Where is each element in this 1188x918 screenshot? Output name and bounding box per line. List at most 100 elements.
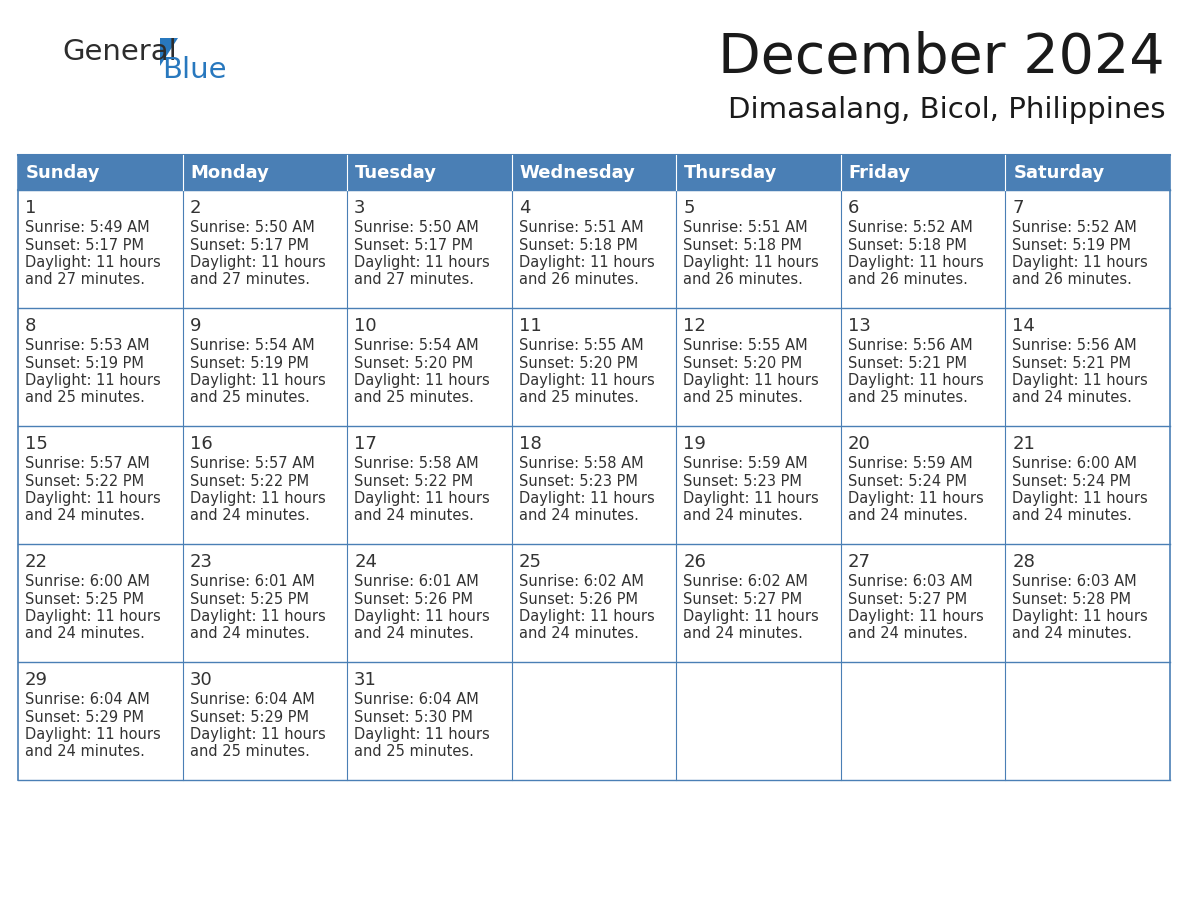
Text: Daylight: 11 hours: Daylight: 11 hours — [25, 609, 160, 624]
Text: Sunset: 5:22 PM: Sunset: 5:22 PM — [354, 474, 473, 488]
Text: 18: 18 — [519, 435, 542, 453]
Text: Sunrise: 6:00 AM: Sunrise: 6:00 AM — [1012, 456, 1137, 471]
Bar — [512, 155, 676, 190]
Text: Sunset: 5:24 PM: Sunset: 5:24 PM — [848, 474, 967, 488]
Text: Sunset: 5:27 PM: Sunset: 5:27 PM — [848, 591, 967, 607]
Text: Sunset: 5:19 PM: Sunset: 5:19 PM — [25, 355, 144, 371]
Text: 2: 2 — [190, 199, 201, 217]
Text: Monday: Monday — [190, 163, 270, 182]
Text: Daylight: 11 hours: Daylight: 11 hours — [25, 373, 160, 388]
Text: Sunrise: 5:53 AM: Sunrise: 5:53 AM — [25, 338, 150, 353]
Text: 22: 22 — [25, 553, 48, 571]
Text: and 24 minutes.: and 24 minutes. — [1012, 626, 1132, 642]
Text: Sunrise: 6:01 AM: Sunrise: 6:01 AM — [354, 574, 479, 589]
Text: 17: 17 — [354, 435, 377, 453]
Text: Sunrise: 5:59 AM: Sunrise: 5:59 AM — [683, 456, 808, 471]
Text: 21: 21 — [1012, 435, 1035, 453]
Text: Sunrise: 5:52 AM: Sunrise: 5:52 AM — [1012, 220, 1137, 235]
Text: 12: 12 — [683, 317, 706, 335]
Text: 14: 14 — [1012, 317, 1035, 335]
Text: Sunrise: 6:02 AM: Sunrise: 6:02 AM — [519, 574, 644, 589]
Text: Sunrise: 6:04 AM: Sunrise: 6:04 AM — [190, 692, 315, 707]
Text: Sunset: 5:21 PM: Sunset: 5:21 PM — [1012, 355, 1131, 371]
Text: 4: 4 — [519, 199, 530, 217]
Text: Daylight: 11 hours: Daylight: 11 hours — [848, 491, 984, 506]
Bar — [676, 155, 841, 190]
Text: Sunrise: 5:54 AM: Sunrise: 5:54 AM — [354, 338, 479, 353]
Text: and 24 minutes.: and 24 minutes. — [25, 744, 145, 759]
Polygon shape — [160, 38, 178, 66]
Text: Daylight: 11 hours: Daylight: 11 hours — [354, 491, 489, 506]
Text: and 25 minutes.: and 25 minutes. — [25, 390, 145, 406]
Bar — [183, 155, 347, 190]
Text: Daylight: 11 hours: Daylight: 11 hours — [25, 727, 160, 742]
Text: 7: 7 — [1012, 199, 1024, 217]
Text: Sunset: 5:25 PM: Sunset: 5:25 PM — [25, 591, 144, 607]
Text: 19: 19 — [683, 435, 706, 453]
Text: Sunset: 5:24 PM: Sunset: 5:24 PM — [1012, 474, 1131, 488]
Text: 5: 5 — [683, 199, 695, 217]
Text: 1: 1 — [25, 199, 37, 217]
Text: Daylight: 11 hours: Daylight: 11 hours — [190, 255, 326, 270]
Text: and 24 minutes.: and 24 minutes. — [354, 626, 474, 642]
Text: 9: 9 — [190, 317, 201, 335]
Text: and 24 minutes.: and 24 minutes. — [190, 626, 309, 642]
Text: Dimasalang, Bicol, Philippines: Dimasalang, Bicol, Philippines — [727, 96, 1165, 124]
Text: Daylight: 11 hours: Daylight: 11 hours — [190, 373, 326, 388]
Text: Blue: Blue — [162, 56, 227, 84]
Text: Sunrise: 5:54 AM: Sunrise: 5:54 AM — [190, 338, 314, 353]
Text: Sunday: Sunday — [26, 163, 101, 182]
Text: Sunrise: 5:50 AM: Sunrise: 5:50 AM — [354, 220, 479, 235]
Text: Sunset: 5:29 PM: Sunset: 5:29 PM — [25, 710, 144, 724]
Text: Sunrise: 6:01 AM: Sunrise: 6:01 AM — [190, 574, 315, 589]
Text: 13: 13 — [848, 317, 871, 335]
Text: 28: 28 — [1012, 553, 1035, 571]
Text: 15: 15 — [25, 435, 48, 453]
Text: Sunset: 5:23 PM: Sunset: 5:23 PM — [519, 474, 638, 488]
Text: Daylight: 11 hours: Daylight: 11 hours — [683, 255, 819, 270]
Text: December 2024: December 2024 — [719, 31, 1165, 85]
Text: Tuesday: Tuesday — [355, 163, 437, 182]
Text: Sunset: 5:19 PM: Sunset: 5:19 PM — [190, 355, 309, 371]
Text: Sunset: 5:22 PM: Sunset: 5:22 PM — [190, 474, 309, 488]
Text: Sunrise: 5:57 AM: Sunrise: 5:57 AM — [25, 456, 150, 471]
Text: Sunset: 5:23 PM: Sunset: 5:23 PM — [683, 474, 802, 488]
Text: Sunrise: 6:02 AM: Sunrise: 6:02 AM — [683, 574, 808, 589]
Text: Saturday: Saturday — [1013, 163, 1105, 182]
Text: and 25 minutes.: and 25 minutes. — [354, 390, 474, 406]
Bar — [1005, 155, 1170, 190]
Text: and 24 minutes.: and 24 minutes. — [848, 509, 968, 523]
Text: Daylight: 11 hours: Daylight: 11 hours — [1012, 255, 1148, 270]
Text: Sunset: 5:30 PM: Sunset: 5:30 PM — [354, 710, 473, 724]
Text: Sunrise: 5:58 AM: Sunrise: 5:58 AM — [354, 456, 479, 471]
Text: and 24 minutes.: and 24 minutes. — [848, 626, 968, 642]
Text: and 24 minutes.: and 24 minutes. — [25, 509, 145, 523]
Text: and 24 minutes.: and 24 minutes. — [683, 626, 803, 642]
Text: and 26 minutes.: and 26 minutes. — [1012, 273, 1132, 287]
Text: Daylight: 11 hours: Daylight: 11 hours — [519, 373, 655, 388]
Text: Sunset: 5:28 PM: Sunset: 5:28 PM — [1012, 591, 1131, 607]
Text: Friday: Friday — [849, 163, 911, 182]
Text: Daylight: 11 hours: Daylight: 11 hours — [848, 609, 984, 624]
Text: Daylight: 11 hours: Daylight: 11 hours — [683, 373, 819, 388]
Text: Sunrise: 5:57 AM: Sunrise: 5:57 AM — [190, 456, 315, 471]
Text: 30: 30 — [190, 671, 213, 689]
Text: and 24 minutes.: and 24 minutes. — [519, 626, 639, 642]
Text: Sunset: 5:20 PM: Sunset: 5:20 PM — [519, 355, 638, 371]
Text: Daylight: 11 hours: Daylight: 11 hours — [848, 255, 984, 270]
Text: Sunset: 5:20 PM: Sunset: 5:20 PM — [683, 355, 802, 371]
Text: and 27 minutes.: and 27 minutes. — [190, 273, 310, 287]
Text: and 27 minutes.: and 27 minutes. — [354, 273, 474, 287]
Text: and 26 minutes.: and 26 minutes. — [519, 273, 639, 287]
Text: Wednesday: Wednesday — [519, 163, 636, 182]
Text: Sunset: 5:21 PM: Sunset: 5:21 PM — [848, 355, 967, 371]
Text: and 24 minutes.: and 24 minutes. — [1012, 509, 1132, 523]
Text: Sunset: 5:18 PM: Sunset: 5:18 PM — [519, 238, 638, 252]
Text: 25: 25 — [519, 553, 542, 571]
Text: Sunrise: 5:55 AM: Sunrise: 5:55 AM — [683, 338, 808, 353]
Text: Daylight: 11 hours: Daylight: 11 hours — [1012, 609, 1148, 624]
Text: General: General — [62, 38, 177, 66]
Text: Daylight: 11 hours: Daylight: 11 hours — [354, 609, 489, 624]
Bar — [841, 155, 1005, 190]
Text: 11: 11 — [519, 317, 542, 335]
